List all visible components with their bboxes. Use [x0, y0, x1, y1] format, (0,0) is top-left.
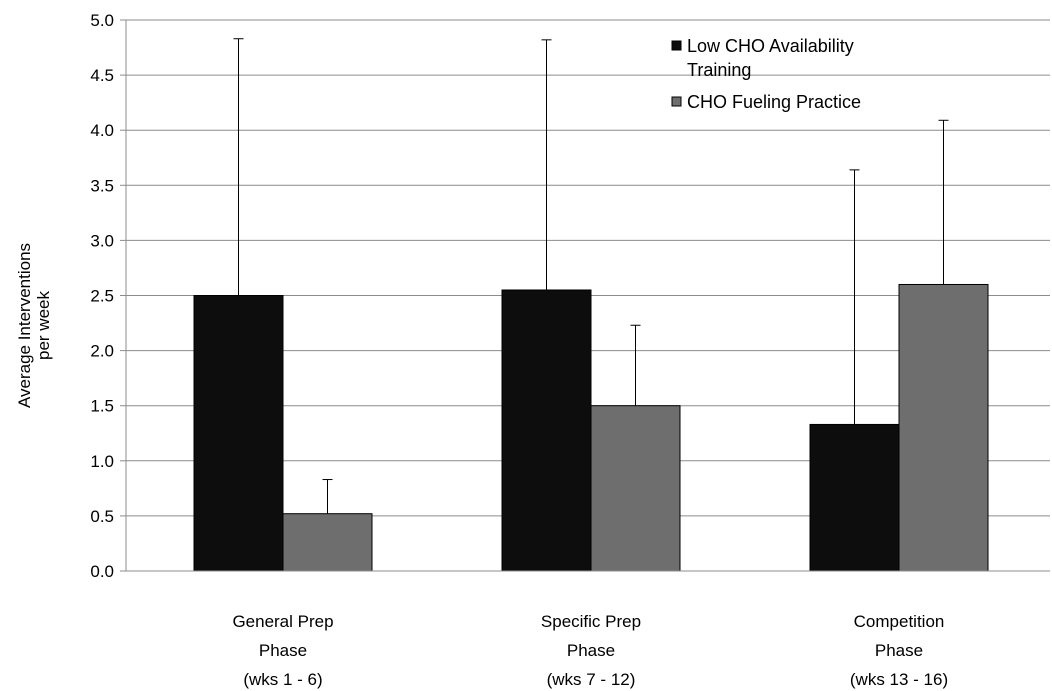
- legend-swatch: [671, 96, 682, 107]
- y-tick-label: 3.0: [90, 231, 114, 250]
- error-bars: [233, 38, 949, 514]
- x-category-label: Competition: [854, 612, 945, 631]
- x-category-label: Phase: [259, 641, 307, 660]
- y-axis-title: Average Interventionsper week: [15, 243, 53, 408]
- bars: [193, 283, 989, 572]
- y-tick-label: 4.5: [90, 66, 114, 85]
- legend: Low CHO Availability Training CHO Fueling …: [671, 36, 861, 112]
- bar: [590, 405, 681, 572]
- y-tick-label: 2.5: [90, 287, 114, 306]
- x-axis-category-labels: General Prep Phase (wks 1 - 6) Specific Pre…: [232, 612, 948, 689]
- bar: [282, 513, 373, 572]
- bar: [809, 423, 900, 572]
- y-axis-title-line: per week: [34, 291, 53, 360]
- y-tick-label: 1.5: [90, 397, 114, 416]
- legend-label: Training: [687, 60, 751, 80]
- y-tick-label: 2.0: [90, 342, 114, 361]
- y-tick-label: 0.0: [90, 562, 114, 581]
- x-category-label: General Prep: [232, 612, 333, 631]
- bar: [501, 289, 592, 572]
- x-category-label: (wks 13 - 16): [850, 670, 948, 689]
- x-category-label: Phase: [875, 641, 923, 660]
- y-axis-ticks: 0.0 0.5 1.0 1.5 2.0 2.5 3.0 3.5 4.0 4.5 5.0: [90, 11, 126, 581]
- bar: [898, 283, 989, 572]
- legend-label: CHO Fueling Practice: [687, 92, 861, 112]
- axes: [125, 20, 1050, 572]
- y-tick-label: 1.0: [90, 452, 114, 471]
- y-tick-label: 5.0: [90, 11, 114, 30]
- legend-swatch: [671, 40, 682, 51]
- y-tick-label: 0.5: [90, 507, 114, 526]
- y-tick-label: 3.5: [90, 176, 114, 195]
- x-category-label: (wks 1 - 6): [243, 670, 322, 689]
- x-category-label: Specific Prep: [541, 612, 641, 631]
- legend-label: Low CHO Availability: [687, 36, 854, 56]
- x-category-label: (wks 7 - 12): [547, 670, 636, 689]
- x-category-label: Phase: [567, 641, 615, 660]
- y-tick-label: 4.0: [90, 121, 114, 140]
- y-axis-title-line: Average Interventions: [15, 243, 34, 408]
- y-axis-label: Average Interventionsper week: [15, 243, 53, 408]
- bar: [193, 295, 284, 572]
